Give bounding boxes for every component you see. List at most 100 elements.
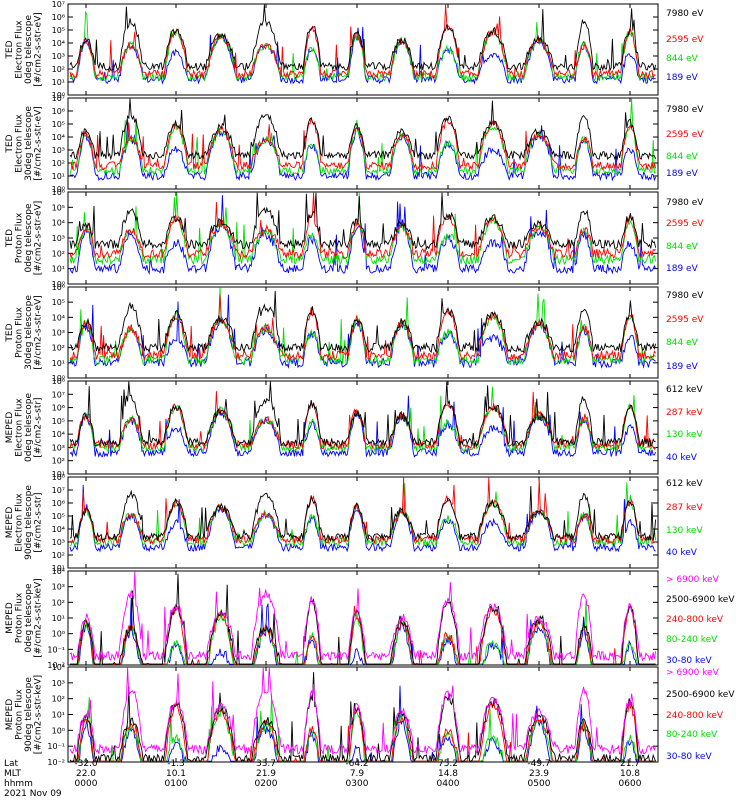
legend-entry: 2595 eV: [666, 315, 704, 325]
legend-entry: 189 eV: [666, 73, 699, 83]
series-trace-2595-ev: [69, 192, 656, 260]
y-axis-label: [#/cm2-s-str-keV]: [34, 675, 44, 754]
legend-entry: 189 eV: [666, 264, 699, 274]
legend-entry: 240-800 keV: [666, 711, 724, 721]
y-tick-label: 10⁰: [52, 374, 65, 383]
series-trace-612-kev: [69, 381, 656, 448]
y-tick-label: 10³: [52, 329, 65, 338]
y-tick-label: 10¹: [52, 359, 65, 368]
panel-7: 10⁻² 10⁻¹ 10⁰ 10¹ 10² 10³ 10⁴ MEPED Proton Flux 0…: [5, 567, 735, 670]
y-axis-label: [#/cm2-s-str-eV]: [34, 295, 44, 370]
date-label: 2021 Nov 09: [4, 789, 62, 799]
legend-entry: 189 eV: [666, 362, 699, 372]
x-tick-label-mlt: 21.9: [256, 769, 276, 779]
x-axis-row-label: hhmm: [4, 779, 33, 789]
series-trace-7980-ev: [69, 98, 657, 161]
x-tick-label-lat: 33.7: [256, 759, 276, 769]
legend-entry: 2595 eV: [666, 219, 704, 229]
x-tick-label-mlt: 22.0: [76, 769, 96, 779]
y-axis-label: Proton Flux: [15, 307, 25, 358]
y-tick-label: 10⁻²: [47, 758, 65, 767]
panel-frame: [67, 476, 659, 569]
y-tick-label: 10³: [52, 679, 65, 688]
y-tick-label: 10⁷: [52, 94, 65, 103]
series-trace-2595-ev: [69, 4, 656, 80]
x-axis-row-label: Lat: [4, 759, 19, 769]
x-tick-label-lat: 75.2: [438, 759, 458, 769]
y-tick-label: 10⁴: [52, 525, 65, 534]
y-axis-label: [#/cm2-s-str-keV]: [34, 578, 44, 657]
legend-entry: 844 eV: [666, 54, 699, 64]
legend-entry: 30-80 keV: [666, 656, 712, 666]
y-tick-label: 10³: [52, 234, 65, 243]
y-tick-label: 10²: [52, 344, 65, 353]
panel-6: 10¹ 10² 10³ 10⁴ 10⁵ 10⁶ 10⁷ 10⁸ MEPED Electron Fl…: [5, 473, 703, 573]
panel-5: 10¹ 10² 10³ 10⁴ 10⁵ 10⁶ 10⁷ 10⁸ MEPED Electron Fl…: [5, 377, 703, 479]
y-axis-label: [#/cm2-s-str-eV]: [34, 201, 44, 276]
y-tick-label: 10¹: [52, 172, 65, 181]
legend-entry: 287 keV: [666, 503, 703, 513]
x-tick-label-mlt: 10.8: [620, 769, 640, 779]
y-tick-label: 10²: [52, 249, 65, 258]
y-tick-label: 10⁷: [52, 390, 65, 399]
series-trace-287-kev: [69, 391, 656, 451]
y-axis-label: MEPED: [5, 507, 15, 539]
legend-entry: 7980 eV: [666, 198, 704, 208]
y-tick-label: 10⁴: [52, 313, 65, 322]
y-tick-label: 10¹: [52, 265, 65, 274]
y-axis-label: 0deg telescope: [24, 583, 34, 653]
y-axis-label: 90deg telescope: [24, 485, 34, 560]
legend-entry: 40 keV: [666, 548, 698, 558]
panel-frame: [67, 380, 659, 475]
legend-entry: 7980 eV: [666, 9, 704, 19]
y-tick-label: 10²: [52, 159, 65, 168]
x-tick-label-hhmm: 0400: [437, 779, 460, 789]
y-axis-label: Proton Flux: [15, 212, 25, 263]
y-tick-label: 10¹: [52, 711, 65, 720]
y-axis-label: MEPED: [5, 602, 15, 634]
y-axis-label: [#/cm2-s-str]: [34, 397, 44, 457]
panel-4: 10⁰ 10¹ 10² 10³ 10⁴ 10⁵ 10⁶ TED Proton Flux 30deg…: [5, 283, 704, 383]
y-tick-label: 10²: [52, 598, 65, 607]
y-axis-label: Proton Flux: [15, 592, 25, 643]
y-axis-label: Electron Flux: [15, 20, 25, 79]
y-tick-label: 10⁴: [52, 133, 65, 142]
series-trace-240-800-kev: [70, 700, 656, 763]
y-tick-label: 10³: [52, 52, 65, 61]
legend-entry: 40 keV: [666, 453, 698, 463]
y-tick-label: 10³: [52, 443, 65, 452]
legend-entry: 130 keV: [666, 526, 703, 536]
y-axis-label: 0deg telescope: [24, 15, 34, 85]
y-tick-label: 10⁰: [52, 630, 65, 639]
y-tick-label: 10⁴: [52, 219, 65, 228]
y-axis-label: [#/cm2-s-str]: [34, 492, 44, 552]
legend-entry: 240-800 keV: [666, 615, 724, 625]
y-tick-label: 10⁻¹: [47, 742, 65, 751]
y-tick-label: 10⁶: [52, 499, 65, 508]
legend-entry: 189 eV: [666, 169, 699, 179]
y-tick-label: 10³: [52, 583, 65, 592]
legend-entry: 7980 eV: [666, 291, 704, 301]
panel-2: 10⁰ 10¹ 10² 10³ 10⁴ 10⁵ 10⁶ 10⁷ TED Electron Flux…: [5, 94, 704, 194]
legend-entry: 287 keV: [666, 408, 703, 418]
y-axis-label: Electron Flux: [15, 114, 25, 173]
x-axis-labels: LatMLThhmm-32.022.00000-1.310.1010033.72…: [4, 759, 642, 799]
series-trace-189-ev: [69, 26, 656, 85]
panel-3: 10⁰ 10¹ 10² 10³ 10⁴ 10⁵ 10⁶ TED Proton Flux 0deg …: [5, 188, 704, 289]
series-trace-2500-6900-kev: [70, 573, 656, 666]
y-tick-label: 10¹: [52, 78, 65, 87]
y-tick-label: 10⁴: [52, 663, 65, 672]
x-tick-label-mlt: 10.1: [166, 769, 186, 779]
legend-entry: > 6900 keV: [666, 668, 720, 678]
y-tick-label: 10⁶: [52, 107, 65, 116]
y-axis-label: Electron Flux: [15, 398, 25, 457]
y-tick-label: 10⁶: [52, 13, 65, 22]
y-axis-label: MEPED: [5, 412, 15, 444]
y-tick-label: 10⁵: [52, 203, 65, 212]
series-trace-2500-6900-kev: [69, 672, 657, 763]
y-axis-label: [#/cm2-s-str-eV]: [34, 106, 44, 181]
y-axis-label: 90deg telescope: [24, 677, 34, 752]
y-axis-label: Electron Flux: [15, 493, 25, 552]
y-axis-label: TED: [5, 323, 15, 342]
